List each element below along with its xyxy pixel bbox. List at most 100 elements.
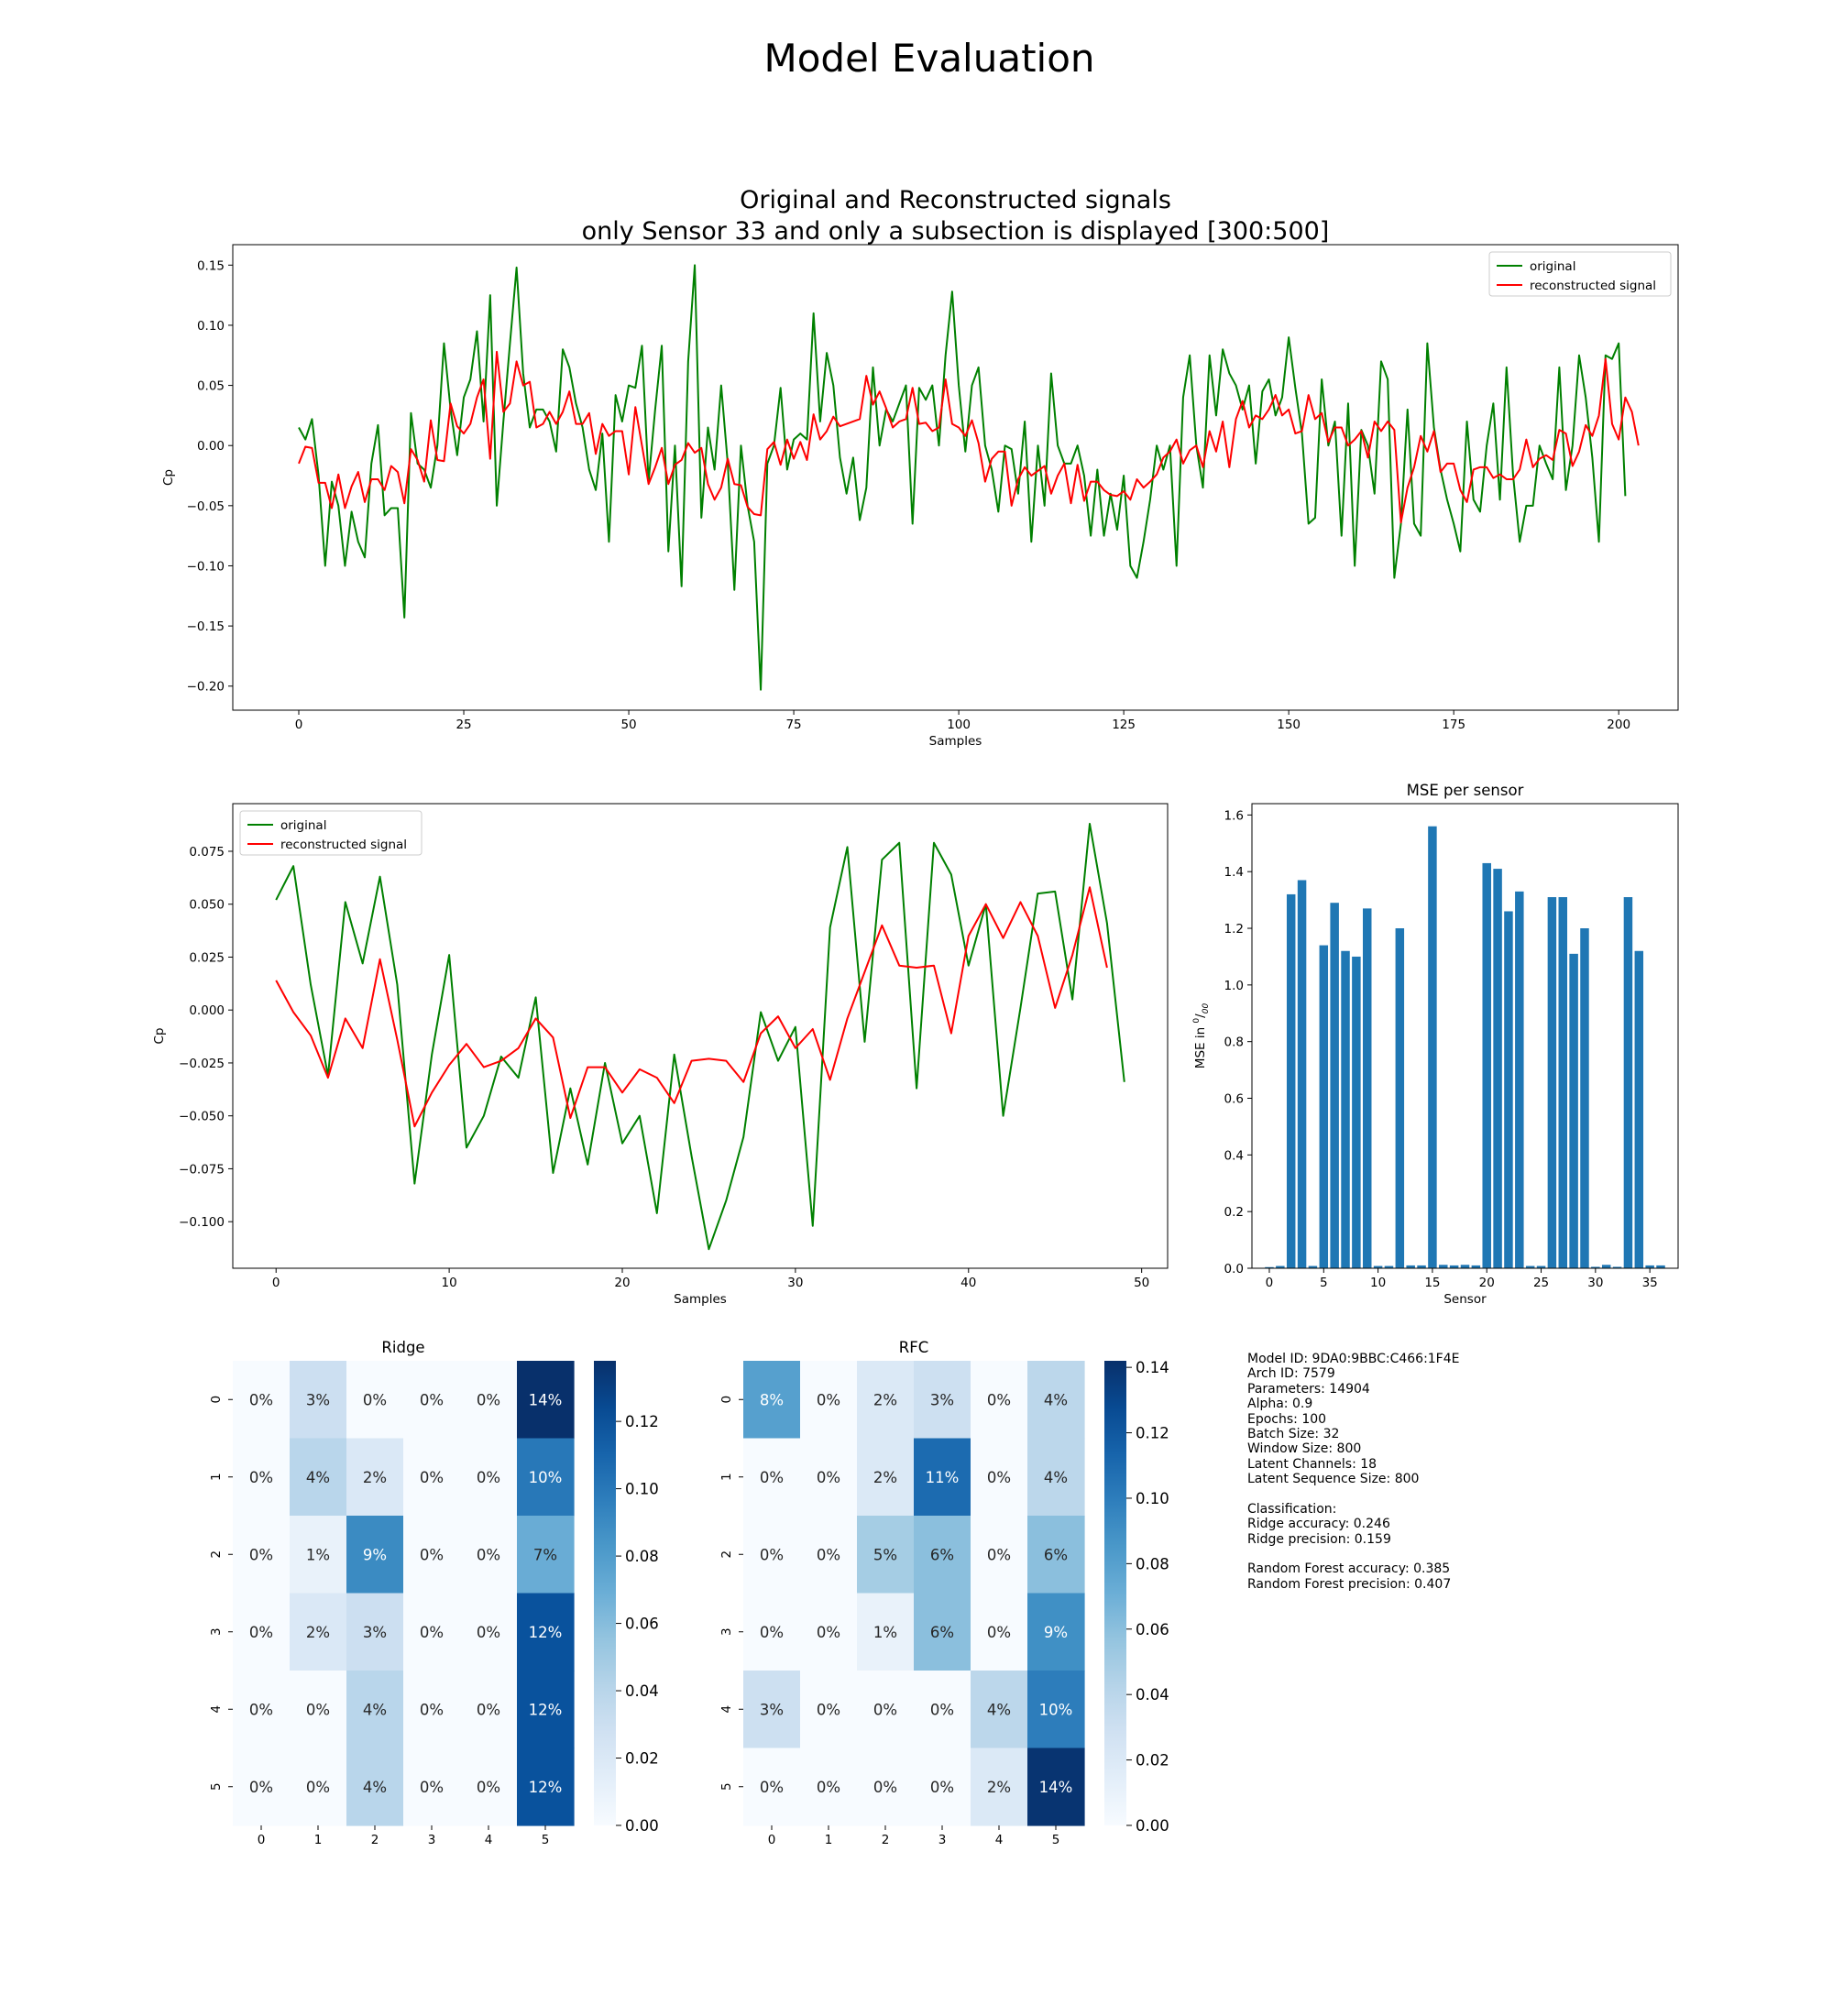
bar-sensor-24 bbox=[1525, 1265, 1535, 1268]
x-tick-label: 150 bbox=[1277, 718, 1301, 732]
heatmap-cell-annotation: 3% bbox=[306, 1391, 330, 1408]
heatmap-cell-annotation: 4% bbox=[306, 1469, 330, 1486]
bar-sensor-7 bbox=[1341, 950, 1350, 1268]
x-axis-label: Samples bbox=[674, 1292, 727, 1307]
heatmap-cell bbox=[233, 1361, 291, 1440]
series-line-original bbox=[275, 822, 1125, 1251]
heatmap-cell-annotation: 0% bbox=[760, 1624, 784, 1641]
x-tick-label: 0 bbox=[258, 1833, 266, 1847]
plot-frame bbox=[1251, 803, 1679, 1269]
bar-sensor-35 bbox=[1645, 1265, 1654, 1268]
heatmap-cell-annotation: 0% bbox=[477, 1391, 500, 1408]
heatmap-cell bbox=[800, 1593, 858, 1671]
heatmap-cell-annotation: 14% bbox=[529, 1391, 563, 1408]
heatmap-cell-annotation: 0% bbox=[420, 1701, 444, 1718]
heatmap-cell-annotation: 0% bbox=[420, 1391, 444, 1408]
bar-sensor-36 bbox=[1656, 1265, 1665, 1268]
y-tick-label: 0.4 bbox=[1224, 1148, 1244, 1163]
heatmap-cell-annotation: 0% bbox=[249, 1701, 273, 1718]
heatmap-cell-annotation: 11% bbox=[926, 1469, 960, 1486]
heatmap-cell-annotation: 0% bbox=[760, 1779, 784, 1796]
heatmap-cell-annotation: 12% bbox=[529, 1701, 563, 1718]
heatmap-cell bbox=[290, 1361, 347, 1440]
heatmap-cell bbox=[800, 1516, 858, 1594]
heatmap-cell bbox=[290, 1748, 347, 1826]
bar-sensor-29 bbox=[1580, 928, 1589, 1268]
heatmap-cell bbox=[971, 1748, 1028, 1826]
bar-sensor-16 bbox=[1439, 1265, 1448, 1268]
heatmap-cell bbox=[971, 1593, 1028, 1671]
heatmap-cell bbox=[743, 1748, 801, 1826]
series-line-reconstructed bbox=[275, 886, 1108, 1128]
heatmap-cell bbox=[460, 1593, 518, 1671]
heatmap-cell-annotation: 0% bbox=[760, 1469, 784, 1486]
bar-sensor-21 bbox=[1493, 869, 1502, 1268]
y-axis-label: Cp bbox=[161, 469, 176, 486]
colorbar-tick-label: 0.00 bbox=[625, 1817, 659, 1835]
x-tick-label: 50 bbox=[620, 718, 636, 732]
heatmap-cell bbox=[290, 1516, 347, 1594]
heatmap-cell bbox=[914, 1748, 971, 1826]
heatmap-cell-annotation: 4% bbox=[1044, 1469, 1068, 1486]
heatmap-cell bbox=[346, 1438, 404, 1517]
heatmap-cell-annotation: 0% bbox=[873, 1701, 897, 1718]
bar-sensor-6 bbox=[1330, 903, 1339, 1268]
bar-sensor-14 bbox=[1417, 1265, 1426, 1268]
y-tick-label: −0.10 bbox=[187, 559, 225, 574]
x-tick-label: 0 bbox=[295, 718, 303, 732]
x-axis-label: Samples bbox=[929, 734, 982, 749]
y-tick-label: 0.6 bbox=[1224, 1092, 1244, 1107]
heatmap-cell-annotation: 0% bbox=[817, 1391, 840, 1408]
heatmap-cell bbox=[460, 1361, 518, 1440]
series-line-original bbox=[298, 264, 1627, 691]
heatmap-cell-annotation: 0% bbox=[306, 1779, 330, 1796]
heatmap-cell bbox=[743, 1516, 801, 1594]
signal-zoom-chart: 0 10 20 30 40 50 −0.100 −0.075 −0.050 −0.025 0.000… bbox=[152, 803, 1169, 1307]
heatmap-cell-annotation: 6% bbox=[930, 1546, 954, 1563]
heatmap-cell-annotation: 10% bbox=[1039, 1701, 1073, 1718]
heatmap-cell bbox=[857, 1748, 915, 1826]
heatmap-cell-annotation: 0% bbox=[477, 1624, 500, 1641]
plot-frame bbox=[232, 803, 1169, 1269]
colorbar-tick-label: 0.14 bbox=[1136, 1359, 1169, 1376]
heatmap-cell bbox=[971, 1516, 1028, 1594]
heatmap-cell-annotation: 4% bbox=[363, 1701, 387, 1718]
info-line: Arch ID: 7579 bbox=[1247, 1366, 1335, 1382]
bar-sensor-2 bbox=[1286, 893, 1296, 1268]
bar-sensor-12 bbox=[1395, 928, 1405, 1268]
heatmap-cell-annotation: 0% bbox=[477, 1546, 500, 1563]
y-tick-label: 0.15 bbox=[197, 258, 225, 273]
heatmap-cell bbox=[403, 1593, 461, 1671]
legend-box bbox=[1488, 251, 1672, 297]
heatmap-cell-annotation: 0% bbox=[420, 1469, 444, 1486]
info-line bbox=[1247, 1547, 1460, 1561]
plot-area bbox=[233, 804, 1168, 1268]
y-tick-label: 0.00 bbox=[197, 439, 225, 454]
y-tick-label: 0.05 bbox=[197, 379, 225, 394]
heatmap-cell bbox=[517, 1748, 575, 1826]
x-tick-label: 125 bbox=[1112, 718, 1136, 732]
x-tick-label: 5 bbox=[1052, 1833, 1060, 1847]
plot-area bbox=[233, 245, 1678, 710]
heatmap-cell bbox=[346, 1593, 404, 1671]
chart-title-line: Original and Reconstructed signals bbox=[740, 186, 1171, 214]
x-tick-label: 5 bbox=[542, 1833, 550, 1847]
heatmap-cell-annotation: 0% bbox=[817, 1624, 840, 1641]
heatmap-cell-annotation: 0% bbox=[987, 1546, 1011, 1563]
heatmap-cell bbox=[857, 1671, 915, 1749]
rfc-confusion-heatmap: 8% 0% 2% 3% 0% 4%0% 0% 2% 11% 0% 4%0% 0% 5% 6% 0% 6%0% 0… bbox=[719, 1339, 1169, 1847]
bar-sensor-9 bbox=[1362, 908, 1372, 1268]
x-tick-label: 175 bbox=[1442, 718, 1465, 732]
plot-area bbox=[1252, 804, 1678, 1268]
heatmap-cell-annotation: 8% bbox=[760, 1391, 784, 1408]
heatmap-cell bbox=[346, 1671, 404, 1749]
colorbar-tick-label: 0.06 bbox=[625, 1616, 659, 1633]
heatmap-cell-annotation: 0% bbox=[987, 1469, 1011, 1486]
heatmap-cell-annotation: 1% bbox=[873, 1624, 897, 1641]
heatmap-cell bbox=[517, 1671, 575, 1749]
heatmap-cell-annotation: 4% bbox=[363, 1779, 387, 1796]
y-tick-label: 1.0 bbox=[1224, 979, 1244, 993]
heatmap-cell-annotation: 0% bbox=[249, 1779, 273, 1796]
heatmap-cell-annotation: 0% bbox=[987, 1391, 1011, 1408]
